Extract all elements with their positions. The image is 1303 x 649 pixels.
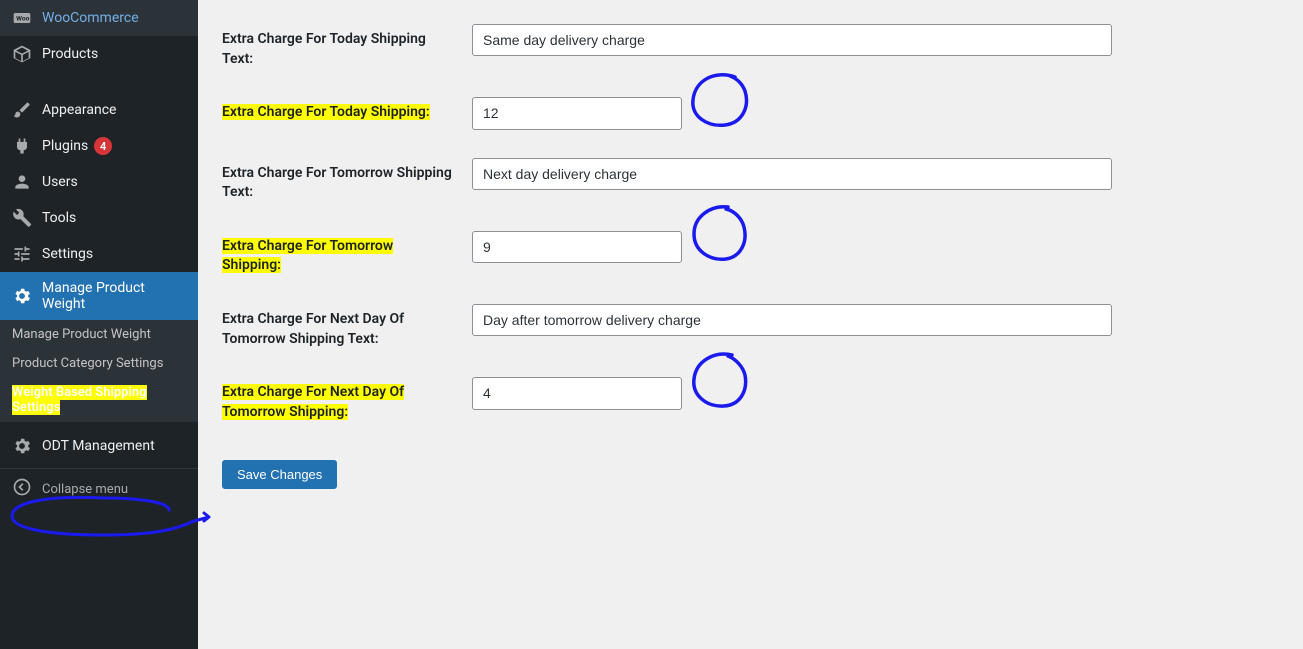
- today-shipping-value-input[interactable]: [472, 97, 682, 129]
- sidebar-item-woocommerce[interactable]: Woo WooCommerce: [0, 0, 198, 36]
- field-row-tomorrow-value: Extra Charge For Tomorrow Shipping:: [222, 217, 1283, 290]
- collapse-menu-button[interactable]: Collapse menu: [0, 468, 198, 509]
- user-icon: [12, 172, 32, 192]
- nextday-shipping-value-input[interactable]: [472, 377, 682, 409]
- tomorrow-shipping-value-input[interactable]: [472, 231, 682, 263]
- highlighted-text: Extra Charge For Tomorrow Shipping:: [222, 238, 393, 274]
- field-row-nextday-text: Extra Charge For Next Day Of Tomorrow Sh…: [222, 290, 1283, 363]
- field-label: Extra Charge For Tomorrow Shipping:: [222, 231, 472, 276]
- woocommerce-icon: Woo: [12, 8, 32, 28]
- highlighted-text: Extra Charge For Today Shipping:: [222, 104, 430, 120]
- sidebar-label: ODT Management: [42, 438, 155, 454]
- brush-icon: [12, 100, 32, 120]
- field-label: Extra Charge For Next Day Of Tomorrow Sh…: [222, 304, 472, 349]
- admin-sidebar: Woo WooCommerce Products Appearance Plug…: [0, 0, 198, 649]
- nextday-shipping-text-input[interactable]: [472, 304, 1112, 336]
- sidebar-item-users[interactable]: Users: [0, 164, 198, 200]
- sidebar-item-tools[interactable]: Tools: [0, 200, 198, 236]
- collapse-icon: [12, 477, 32, 501]
- sidebar-label: Settings: [42, 246, 93, 262]
- highlighted-text: Weight Based Shipping Settings: [12, 385, 147, 415]
- sidebar-label: Appearance: [42, 102, 116, 118]
- field-label: Extra Charge For Tomorrow Shipping Text:: [222, 158, 472, 203]
- sidebar-label: Manage Product Weight: [42, 280, 190, 312]
- collapse-label: Collapse menu: [42, 482, 128, 497]
- sidebar-label: Plugins: [42, 138, 88, 154]
- sidebar-item-manage-product-weight[interactable]: Manage Product Weight: [0, 272, 198, 320]
- field-row-nextday-value: Extra Charge For Next Day Of Tomorrow Sh…: [222, 363, 1283, 436]
- field-row-tomorrow-text: Extra Charge For Tomorrow Shipping Text:: [222, 144, 1283, 217]
- field-label: Extra Charge For Today Shipping:: [222, 97, 472, 123]
- save-changes-button[interactable]: Save Changes: [222, 460, 337, 489]
- wrench-icon: [12, 208, 32, 228]
- archive-icon: [12, 44, 32, 64]
- sidebar-label: Products: [42, 46, 98, 62]
- submenu: Manage Product Weight Product Category S…: [0, 320, 198, 422]
- field-label: Extra Charge For Today Shipping Text:: [222, 24, 472, 69]
- sidebar-item-products[interactable]: Products: [0, 36, 198, 72]
- plug-icon: [12, 136, 32, 156]
- plugins-update-badge: 4: [94, 137, 112, 155]
- sidebar-label: WooCommerce: [42, 10, 139, 26]
- submenu-item-product-category-settings[interactable]: Product Category Settings: [0, 349, 198, 378]
- highlighted-text: Extra Charge For Next Day Of Tomorrow Sh…: [222, 384, 404, 420]
- today-shipping-text-input[interactable]: [472, 24, 1112, 56]
- sidebar-label: Tools: [42, 210, 76, 226]
- sidebar-item-plugins[interactable]: Plugins 4: [0, 128, 198, 164]
- submenu-item-manage-product-weight[interactable]: Manage Product Weight: [0, 320, 198, 349]
- sidebar-item-appearance[interactable]: Appearance: [0, 92, 198, 128]
- tomorrow-shipping-text-input[interactable]: [472, 158, 1112, 190]
- sidebar-label: Users: [42, 174, 78, 190]
- field-row-today-value: Extra Charge For Today Shipping:: [222, 83, 1283, 143]
- gear-icon: [12, 286, 32, 306]
- sidebar-item-odt-management[interactable]: ODT Management: [0, 428, 198, 464]
- main-content: Extra Charge For Today Shipping Text: Ex…: [198, 0, 1303, 649]
- submenu-item-weight-based-shipping[interactable]: Weight Based Shipping Settings: [0, 378, 198, 422]
- sliders-icon: [12, 244, 32, 264]
- svg-text:Woo: Woo: [16, 15, 29, 23]
- gear-icon: [12, 436, 32, 456]
- field-label: Extra Charge For Next Day Of Tomorrow Sh…: [222, 377, 472, 422]
- field-row-today-text: Extra Charge For Today Shipping Text:: [222, 10, 1283, 83]
- sidebar-item-settings[interactable]: Settings: [0, 236, 198, 272]
